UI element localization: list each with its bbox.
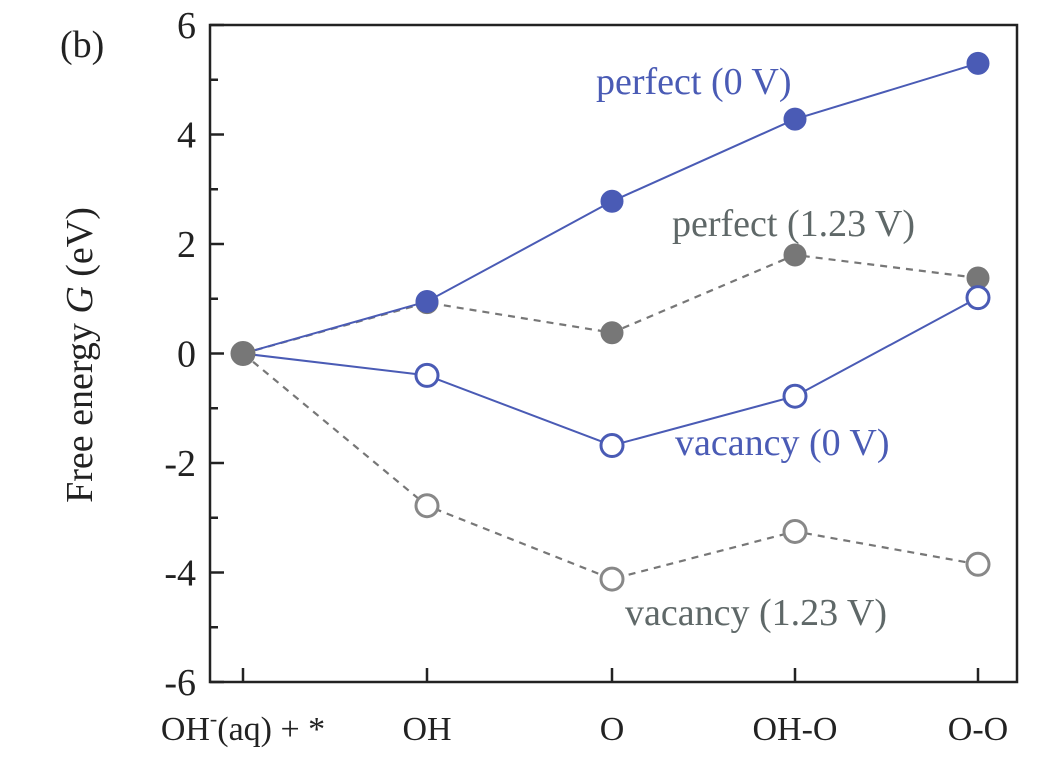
- series-line-3: [242, 352, 979, 581]
- y-tick-label: 4: [177, 115, 196, 157]
- data-point: [599, 432, 625, 458]
- x-tick-label: O-O: [948, 711, 1008, 748]
- data-point: [782, 518, 808, 544]
- data-point: [415, 289, 439, 313]
- series-markers: [230, 51, 991, 592]
- y-axis-label-unit: (eV): [59, 207, 101, 286]
- x-tick-label-main: OH-O: [753, 711, 838, 748]
- y-tick-label: -4: [164, 553, 196, 595]
- data-point: [600, 189, 624, 213]
- data-point: [414, 362, 440, 388]
- x-tick-label-superscript: -: [210, 706, 217, 731]
- x-tick-label-main: OH: [161, 711, 210, 748]
- x-tick-label: O: [600, 711, 625, 748]
- x-tick-label: OH-(aq) + *: [161, 706, 325, 748]
- origin-point: [230, 341, 256, 366]
- x-tick-label-main: OH: [402, 711, 451, 748]
- y-axis-label-prefix: Free energy: [59, 314, 101, 503]
- annotation-vacancy-123v: vacancy (1.23 V): [625, 592, 887, 634]
- data-point: [599, 566, 625, 592]
- data-point: [414, 493, 440, 519]
- annotation-vacancy-0v: vacancy (0 V): [675, 422, 890, 464]
- series-lines: [242, 62, 979, 581]
- x-tick-label-main: O-O: [948, 711, 1008, 748]
- x-tick-label-main: O: [600, 711, 625, 748]
- y-axis-label-variable: G: [59, 286, 101, 313]
- data-point: [783, 107, 807, 131]
- x-tick-label-rest: (aq) + *: [217, 711, 325, 748]
- y-axis-label: Free energy G (eV): [59, 207, 101, 503]
- y-tick-label: 0: [177, 334, 196, 376]
- y-tick-label: -2: [164, 443, 196, 485]
- data-point: [600, 321, 624, 345]
- data-point: [782, 383, 808, 409]
- y-tick-label: 2: [177, 224, 196, 266]
- data-point: [965, 285, 991, 311]
- data-point: [783, 243, 807, 267]
- x-tick-label: OH: [402, 711, 451, 748]
- data-point: [966, 51, 990, 75]
- annotation-perfect-123v: perfect (1.23 V): [672, 203, 915, 245]
- annotation-perfect-0v: perfect (0 V): [596, 61, 792, 103]
- y-tick-label: 6: [177, 5, 196, 47]
- panel-label: (b): [60, 24, 104, 66]
- y-tick-label: -6: [164, 662, 196, 704]
- data-point: [965, 551, 991, 577]
- x-tick-label: OH-O: [753, 711, 838, 748]
